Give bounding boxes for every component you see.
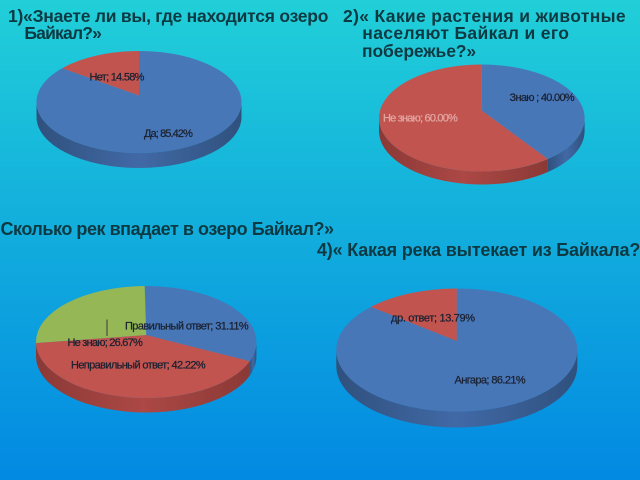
svg-text:Не знаю; 60.00%: Не знаю; 60.00% xyxy=(383,113,458,125)
svg-text:др. ответ; 13.79%: др. ответ; 13.79% xyxy=(391,313,475,325)
svg-text:Правильный ответ; 31.11%: Правильный ответ; 31.11% xyxy=(125,321,249,333)
svg-text:Знаю ; 40.00%: Знаю ; 40.00% xyxy=(510,92,575,104)
svg-text:Ангара; 86.21%: Ангара; 86.21% xyxy=(455,374,526,386)
svg-text:Не знаю; 26.67%: Не знаю; 26.67% xyxy=(68,337,143,349)
svg-text:Да; 85.42%: Да; 85.42% xyxy=(144,128,193,140)
svg-text:Нет; 14.58%: Нет; 14.58% xyxy=(90,72,145,84)
svg-text:Неправильный ответ; 42.22%: Неправильный ответ; 42.22% xyxy=(71,360,206,372)
